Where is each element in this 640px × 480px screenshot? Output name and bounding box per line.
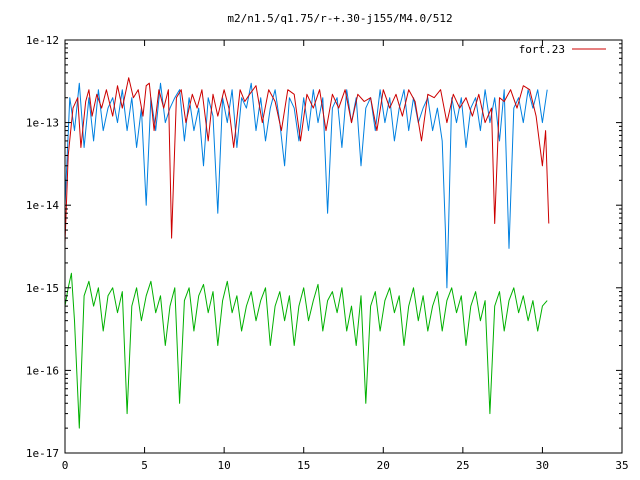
y-tick-label: 1e-13	[26, 117, 59, 130]
series-line-1	[64, 82, 548, 289]
plot-series-group	[64, 77, 550, 429]
x-tick-label: 15	[297, 459, 310, 472]
series-line-2	[64, 272, 548, 429]
x-axis-ticks: 0 5 10 15 20 25 30 35	[62, 40, 629, 472]
x-tick-label: 5	[141, 459, 148, 472]
y-tick-label: 1e-17	[26, 447, 59, 460]
chart-title: m2/n1.5/q1.75/r-+.30-j155/M4.0/512	[227, 12, 452, 25]
series-line-0	[64, 77, 550, 243]
x-tick-label: 10	[218, 459, 231, 472]
legend-label: fort.23	[519, 43, 565, 56]
y-tick-label: 1e-14	[26, 199, 59, 212]
x-tick-label: 0	[62, 459, 69, 472]
legend: fort.23	[519, 43, 606, 56]
y-tick-label: 1e-15	[26, 282, 59, 295]
x-tick-label: 25	[456, 459, 469, 472]
y-axis-ticks: 1e-17 1e-16 1e-15 1e-14 1e-13 1e-12	[26, 34, 622, 460]
plot-frame	[64, 39, 623, 454]
y-tick-label: 1e-12	[26, 34, 59, 47]
x-tick-label: 35	[615, 459, 628, 472]
y-tick-label: 1e-16	[26, 364, 59, 377]
x-tick-label: 20	[377, 459, 390, 472]
x-tick-label: 30	[536, 459, 549, 472]
